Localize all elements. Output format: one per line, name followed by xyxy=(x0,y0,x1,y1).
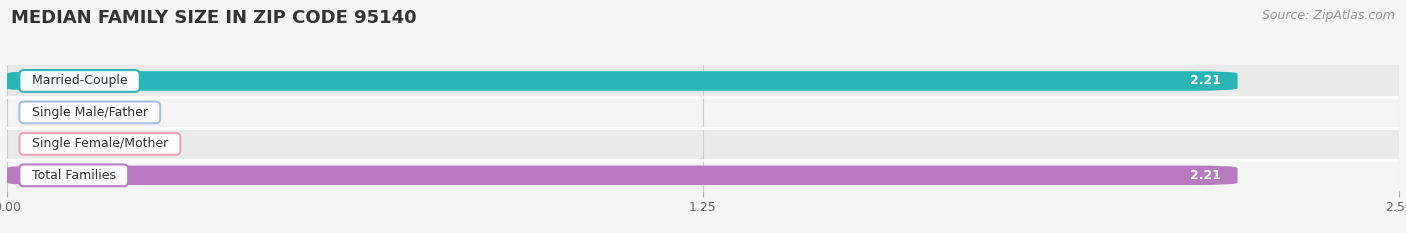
Text: Total Families: Total Families xyxy=(24,169,124,182)
Bar xyxy=(7,128,1399,160)
Bar xyxy=(7,65,1399,97)
Text: Married-Couple: Married-Couple xyxy=(24,75,135,87)
FancyBboxPatch shape xyxy=(7,166,1237,185)
Text: 2.21: 2.21 xyxy=(1189,169,1220,182)
FancyBboxPatch shape xyxy=(7,71,1237,91)
Bar xyxy=(7,160,1399,191)
Text: Single Male/Father: Single Male/Father xyxy=(24,106,156,119)
Text: Single Female/Mother: Single Female/Mother xyxy=(24,137,176,150)
Text: 2.21: 2.21 xyxy=(1189,75,1220,87)
Text: MEDIAN FAMILY SIZE IN ZIP CODE 95140: MEDIAN FAMILY SIZE IN ZIP CODE 95140 xyxy=(11,9,416,27)
Text: 0.00: 0.00 xyxy=(52,137,80,150)
Text: Source: ZipAtlas.com: Source: ZipAtlas.com xyxy=(1261,9,1395,22)
Bar xyxy=(7,97,1399,128)
Text: 0.00: 0.00 xyxy=(52,106,80,119)
